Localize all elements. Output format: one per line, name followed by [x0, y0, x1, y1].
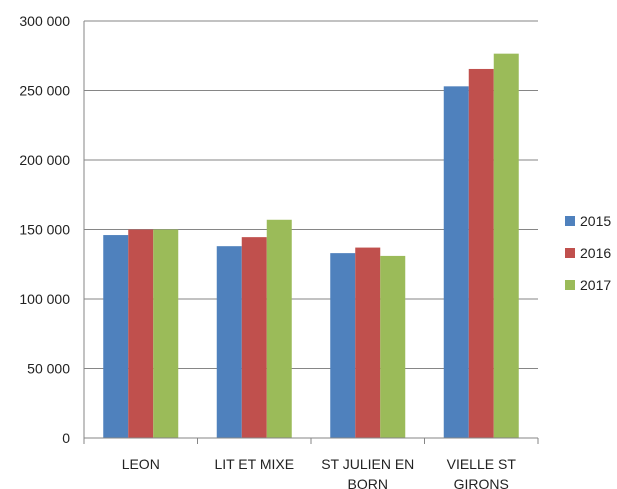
legend-swatch: [565, 280, 575, 290]
y-tick-label: 50 000: [27, 361, 70, 377]
x-tick-label: ST JULIEN EN BORN: [321, 456, 414, 489]
bar-2016-3: [355, 247, 381, 438]
y-tick-label: 0: [62, 430, 70, 446]
y-tick-label: 100 000: [19, 291, 70, 307]
bar-2015-2: [216, 246, 242, 438]
bar-2017-3: [380, 255, 406, 438]
legend-item-2015: 2015: [565, 213, 611, 229]
legend-item-2017: 2017: [565, 277, 611, 293]
legend: 2015 2016 2017: [565, 213, 611, 293]
bar-2017-1: [153, 229, 179, 438]
x-tick-label: VIELLE ST GIRONS: [447, 456, 517, 489]
legend-label: 2016: [580, 245, 611, 261]
legend-label: 2017: [580, 277, 611, 293]
bar-2016-1: [128, 229, 154, 438]
bar-2015-1: [103, 235, 129, 438]
y-tick-label: 300 000: [19, 13, 70, 29]
legend-item-2016: 2016: [565, 245, 611, 261]
x-tick-label: LIT ET MIXE: [214, 456, 294, 472]
bar-2017-4: [493, 53, 519, 438]
legend-label: 2015: [580, 213, 611, 229]
bars: [103, 53, 519, 438]
y-tick-label: 250 000: [19, 83, 70, 99]
bar-2016-2: [241, 237, 267, 438]
bar-2015-3: [330, 253, 356, 438]
y-tick-label: 150 000: [19, 222, 70, 238]
y-tick-label: 200 000: [19, 152, 70, 168]
bar-2015-4: [443, 86, 469, 438]
y-axis: 0 50 000 100 000 150 000 200 000 250 000 300 0…: [19, 13, 85, 446]
bar-2016-4: [468, 68, 494, 438]
bar-2017-2: [266, 219, 292, 438]
x-tick-label: LEON: [122, 456, 160, 472]
legend-swatch: [565, 248, 575, 258]
legend-swatch: [565, 216, 575, 226]
x-axis: LEON LIT ET MIXE ST JULIEN EN BORN VIELLE ST…: [83, 437, 539, 489]
